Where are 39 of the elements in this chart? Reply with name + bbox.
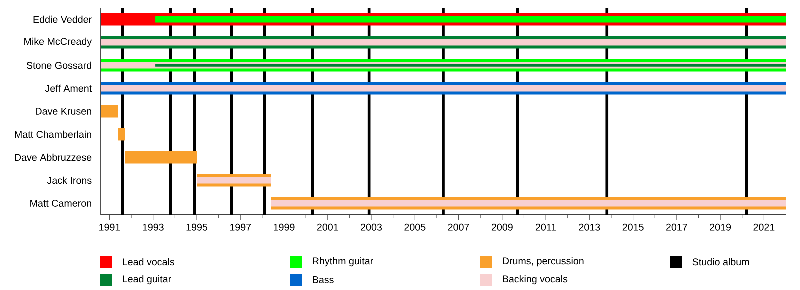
- x-tick-label: 2021: [754, 224, 775, 231]
- x-tick-label: 1993: [143, 224, 164, 231]
- bar: [125, 151, 197, 164]
- x-tick-label: 1997: [230, 224, 252, 231]
- legend-label: Studio album: [692, 258, 750, 266]
- bar: [101, 85, 786, 92]
- y-tick-label: Jack Irons: [47, 176, 92, 184]
- x-tick-label: 2005: [404, 224, 426, 231]
- x-tick-label: 2011: [536, 224, 556, 231]
- legend-label: Bass: [313, 276, 334, 284]
- y-tick-label: Dave Krusen: [36, 108, 92, 115]
- x-tick-label: 1995: [186, 224, 208, 231]
- x-tick-label: 2007: [448, 224, 470, 231]
- x-tick-label: 1999: [274, 224, 295, 231]
- y-tick-label: Mike McCready: [24, 38, 92, 48]
- y-tick-label: Matt Cameron: [30, 200, 92, 207]
- y-tick-label: Stone Gossard: [26, 62, 92, 70]
- bar: [118, 128, 125, 141]
- legend-label: Rhythm guitar: [313, 257, 374, 267]
- x-tick-label: 2017: [666, 224, 688, 231]
- bar: [271, 200, 786, 207]
- x-tick-label: 1991: [100, 224, 120, 231]
- x-tick-label: 2009: [492, 224, 513, 231]
- legend-label: Lead guitar: [123, 275, 172, 285]
- legend-label: Backing vocals: [503, 275, 568, 285]
- legend-label: Lead vocals: [123, 258, 175, 266]
- bar: [101, 39, 786, 46]
- x-tick-label: 2001: [317, 224, 338, 231]
- y-tick-label: Eddie Vedder: [34, 16, 92, 24]
- bar: [196, 177, 272, 184]
- x-tick-label: 2003: [361, 224, 382, 231]
- x-tick-label: 2019: [710, 224, 732, 231]
- y-tick-label: Jeff Ament: [45, 84, 92, 92]
- x-tick-label: 2013: [579, 224, 600, 231]
- legend-label: Drums, percussion: [503, 257, 584, 267]
- y-tick-label: Matt Chamberlain: [15, 130, 92, 138]
- bar: [101, 105, 118, 118]
- x-tick-label: 2015: [622, 224, 644, 231]
- y-tick-label: Dave Abbruzzese: [15, 154, 92, 162]
